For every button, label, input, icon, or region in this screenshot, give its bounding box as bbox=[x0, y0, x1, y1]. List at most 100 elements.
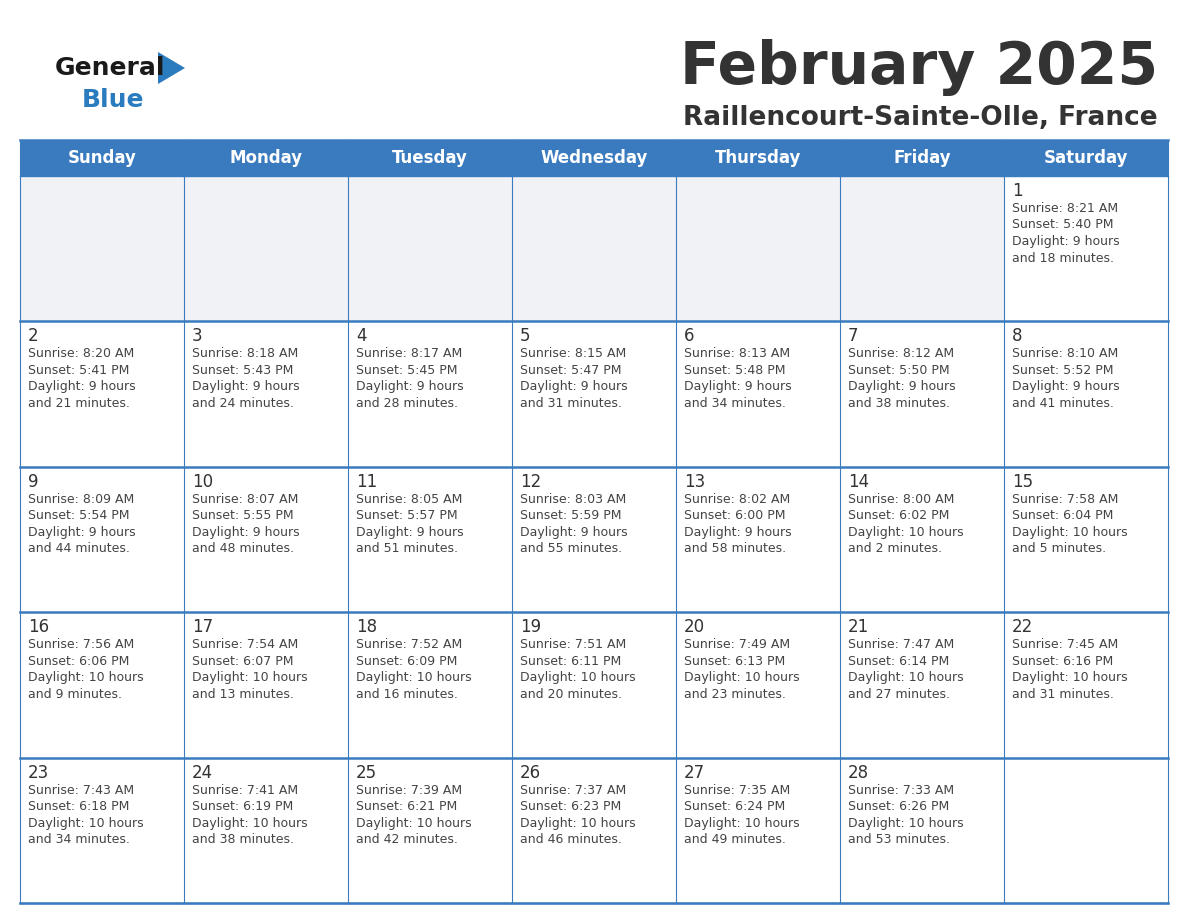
Text: Daylight: 9 hours: Daylight: 9 hours bbox=[356, 380, 463, 394]
Text: and 18 minutes.: and 18 minutes. bbox=[1012, 252, 1114, 264]
Bar bbox=[348, 757, 512, 903]
Text: Friday: Friday bbox=[893, 149, 950, 167]
Text: 1: 1 bbox=[1012, 182, 1023, 200]
Bar bbox=[1004, 612, 1168, 757]
Text: and 38 minutes.: and 38 minutes. bbox=[192, 834, 293, 846]
Text: Sunset: 5:50 PM: Sunset: 5:50 PM bbox=[848, 364, 949, 377]
Text: Sunset: 6:00 PM: Sunset: 6:00 PM bbox=[684, 509, 785, 522]
Text: Sunset: 6:26 PM: Sunset: 6:26 PM bbox=[848, 800, 949, 813]
Text: and 58 minutes.: and 58 minutes. bbox=[684, 543, 786, 555]
Text: Sunrise: 7:51 AM: Sunrise: 7:51 AM bbox=[520, 638, 626, 651]
Text: Daylight: 10 hours: Daylight: 10 hours bbox=[356, 817, 472, 830]
Text: and 31 minutes.: and 31 minutes. bbox=[1012, 688, 1114, 700]
Text: Daylight: 10 hours: Daylight: 10 hours bbox=[848, 526, 963, 539]
Text: and 5 minutes.: and 5 minutes. bbox=[1012, 543, 1106, 555]
Text: Daylight: 9 hours: Daylight: 9 hours bbox=[520, 380, 627, 394]
Bar bbox=[840, 321, 1004, 466]
Text: Sunrise: 8:09 AM: Sunrise: 8:09 AM bbox=[29, 493, 134, 506]
Text: Daylight: 9 hours: Daylight: 9 hours bbox=[1012, 380, 1119, 394]
Bar bbox=[184, 466, 348, 612]
Text: Sunday: Sunday bbox=[68, 149, 137, 167]
Text: 5: 5 bbox=[520, 328, 531, 345]
Text: Sunrise: 7:58 AM: Sunrise: 7:58 AM bbox=[1012, 493, 1118, 506]
Text: 8: 8 bbox=[1012, 328, 1023, 345]
Text: and 41 minutes.: and 41 minutes. bbox=[1012, 397, 1114, 410]
Text: 15: 15 bbox=[1012, 473, 1034, 491]
Text: and 24 minutes.: and 24 minutes. bbox=[192, 397, 293, 410]
Text: General: General bbox=[55, 56, 165, 80]
Text: Daylight: 9 hours: Daylight: 9 hours bbox=[356, 526, 463, 539]
Text: 21: 21 bbox=[848, 618, 870, 636]
Text: Sunset: 5:40 PM: Sunset: 5:40 PM bbox=[1012, 218, 1113, 231]
Text: and 9 minutes.: and 9 minutes. bbox=[29, 688, 122, 700]
Text: 23: 23 bbox=[29, 764, 49, 781]
Text: Sunrise: 7:33 AM: Sunrise: 7:33 AM bbox=[848, 784, 954, 797]
Text: Sunrise: 7:37 AM: Sunrise: 7:37 AM bbox=[520, 784, 626, 797]
Bar bbox=[676, 466, 840, 612]
Text: and 28 minutes.: and 28 minutes. bbox=[356, 397, 459, 410]
Text: Daylight: 10 hours: Daylight: 10 hours bbox=[848, 671, 963, 684]
Text: Sunrise: 7:39 AM: Sunrise: 7:39 AM bbox=[356, 784, 462, 797]
Bar bbox=[676, 176, 840, 321]
Bar bbox=[184, 176, 348, 321]
Text: 11: 11 bbox=[356, 473, 378, 491]
Text: 4: 4 bbox=[356, 328, 367, 345]
Text: 26: 26 bbox=[520, 764, 541, 781]
Text: Daylight: 10 hours: Daylight: 10 hours bbox=[192, 671, 308, 684]
Text: Sunset: 5:48 PM: Sunset: 5:48 PM bbox=[684, 364, 785, 377]
Text: 7: 7 bbox=[848, 328, 859, 345]
Text: 3: 3 bbox=[192, 328, 203, 345]
Bar bbox=[20, 757, 184, 903]
Text: and 27 minutes.: and 27 minutes. bbox=[848, 688, 950, 700]
Text: and 16 minutes.: and 16 minutes. bbox=[356, 688, 457, 700]
Polygon shape bbox=[158, 52, 185, 84]
Text: and 13 minutes.: and 13 minutes. bbox=[192, 688, 293, 700]
Text: Daylight: 9 hours: Daylight: 9 hours bbox=[520, 526, 627, 539]
Bar bbox=[20, 321, 184, 466]
Bar bbox=[184, 757, 348, 903]
Text: Sunset: 6:02 PM: Sunset: 6:02 PM bbox=[848, 509, 949, 522]
Text: Sunrise: 8:17 AM: Sunrise: 8:17 AM bbox=[356, 347, 462, 361]
Bar bbox=[348, 612, 512, 757]
Text: and 23 minutes.: and 23 minutes. bbox=[684, 688, 786, 700]
Text: Sunset: 6:11 PM: Sunset: 6:11 PM bbox=[520, 655, 621, 667]
Text: 24: 24 bbox=[192, 764, 213, 781]
Text: and 46 minutes.: and 46 minutes. bbox=[520, 834, 621, 846]
Bar bbox=[840, 612, 1004, 757]
Bar bbox=[840, 466, 1004, 612]
Bar bbox=[20, 176, 184, 321]
Text: Sunset: 5:45 PM: Sunset: 5:45 PM bbox=[356, 364, 457, 377]
Text: Daylight: 9 hours: Daylight: 9 hours bbox=[192, 380, 299, 394]
Text: 25: 25 bbox=[356, 764, 377, 781]
Bar bbox=[676, 612, 840, 757]
Text: 22: 22 bbox=[1012, 618, 1034, 636]
Text: 14: 14 bbox=[848, 473, 870, 491]
Text: Sunset: 6:23 PM: Sunset: 6:23 PM bbox=[520, 800, 621, 813]
Bar bbox=[1004, 176, 1168, 321]
Text: Sunrise: 8:03 AM: Sunrise: 8:03 AM bbox=[520, 493, 626, 506]
Text: Daylight: 10 hours: Daylight: 10 hours bbox=[520, 817, 636, 830]
Bar bbox=[840, 176, 1004, 321]
Text: Sunrise: 7:52 AM: Sunrise: 7:52 AM bbox=[356, 638, 462, 651]
Text: Sunset: 5:59 PM: Sunset: 5:59 PM bbox=[520, 509, 621, 522]
Bar bbox=[348, 466, 512, 612]
Text: Sunset: 6:04 PM: Sunset: 6:04 PM bbox=[1012, 509, 1113, 522]
Bar bbox=[1004, 757, 1168, 903]
Bar bbox=[676, 321, 840, 466]
Text: and 31 minutes.: and 31 minutes. bbox=[520, 397, 621, 410]
Text: Sunset: 6:14 PM: Sunset: 6:14 PM bbox=[848, 655, 949, 667]
Text: Sunrise: 8:15 AM: Sunrise: 8:15 AM bbox=[520, 347, 626, 361]
Bar bbox=[512, 466, 676, 612]
Text: Sunset: 5:43 PM: Sunset: 5:43 PM bbox=[192, 364, 293, 377]
Text: 2: 2 bbox=[29, 328, 39, 345]
Text: Daylight: 9 hours: Daylight: 9 hours bbox=[29, 526, 135, 539]
Text: Sunset: 6:19 PM: Sunset: 6:19 PM bbox=[192, 800, 293, 813]
Text: Daylight: 10 hours: Daylight: 10 hours bbox=[356, 671, 472, 684]
Text: Daylight: 9 hours: Daylight: 9 hours bbox=[29, 380, 135, 394]
Text: Sunrise: 7:49 AM: Sunrise: 7:49 AM bbox=[684, 638, 790, 651]
Text: 6: 6 bbox=[684, 328, 695, 345]
Text: Daylight: 9 hours: Daylight: 9 hours bbox=[192, 526, 299, 539]
Text: Sunrise: 8:12 AM: Sunrise: 8:12 AM bbox=[848, 347, 954, 361]
Text: Sunrise: 7:47 AM: Sunrise: 7:47 AM bbox=[848, 638, 954, 651]
Text: and 49 minutes.: and 49 minutes. bbox=[684, 834, 786, 846]
